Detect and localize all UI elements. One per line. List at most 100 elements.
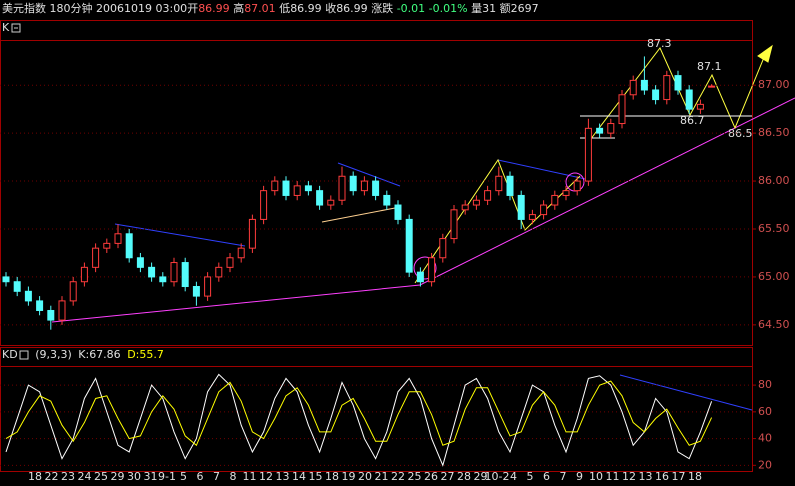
x-tick-label: 13: [639, 470, 653, 483]
candle-body: [271, 180, 279, 192]
y-tick-label: 86.00: [758, 174, 790, 187]
legend-value: 67.86: [89, 348, 121, 361]
candle-body: [24, 290, 32, 302]
x-tick-label: 7: [560, 470, 567, 483]
y-tick-label: 86.50: [758, 126, 790, 139]
x-tick-label: 8: [230, 470, 237, 483]
x-tick-label: 29: [111, 470, 125, 483]
candle-body: [204, 276, 212, 297]
x-tick-label: 30: [127, 470, 141, 483]
label: 开: [187, 2, 198, 15]
candle-body: [282, 180, 290, 196]
params: (9,3,3): [35, 348, 72, 361]
x-tick-label: 12: [622, 470, 636, 483]
candle-body: [192, 286, 200, 297]
candle-body: [584, 127, 592, 182]
x-tick-label: 26: [424, 470, 438, 483]
x-tick-label: 23: [61, 470, 75, 483]
candle-body: [372, 180, 380, 196]
candle-body: [607, 123, 615, 134]
candle-body: [652, 89, 660, 101]
candle-body: [170, 262, 178, 283]
x-tick-label: 9-1: [158, 470, 176, 483]
header: 美元指数 180分钟 20061019 03:00开86.99 高87.01 低…: [2, 1, 539, 15]
candle-body: [69, 281, 77, 302]
y-tick-label: 65.50: [758, 222, 790, 235]
candle-body: [360, 180, 368, 192]
value: 86.99: [290, 2, 322, 15]
candle-body: [103, 242, 111, 249]
x-tick-label: 18: [28, 470, 42, 483]
candle-body: [327, 199, 335, 206]
x-tick-label: 10-2: [485, 470, 510, 483]
label: 低: [279, 2, 290, 15]
candle-body: [215, 266, 223, 278]
value: 2697: [511, 2, 539, 15]
candle-body: [484, 190, 492, 201]
x-tick-label: 6: [197, 470, 204, 483]
candle-body: [450, 209, 458, 240]
name: 美元指数: [2, 1, 46, 15]
x-tick-label: 4: [510, 470, 517, 483]
candle-body: [237, 247, 245, 259]
label: 量: [471, 2, 482, 15]
x-tick-label: 19: [342, 470, 356, 483]
annotation: 86.7: [680, 114, 705, 127]
label: 额: [500, 2, 511, 15]
candle-body: [394, 204, 402, 220]
candle-body: [293, 185, 301, 196]
candle-body: [114, 233, 122, 244]
x-tick-label: 7: [213, 470, 220, 483]
candle-body: [674, 75, 682, 91]
candle-body: [517, 194, 525, 220]
collapse-icon[interactable]: [19, 350, 29, 360]
x-tick-label: 9: [576, 470, 583, 483]
x-tick-label: 25: [408, 470, 422, 483]
candle-body: [416, 271, 424, 283]
candle-body: [528, 214, 536, 220]
x-tick-label: 31: [144, 470, 158, 483]
collapse-icon[interactable]: [11, 23, 21, 33]
candle-body: [696, 103, 704, 110]
y-tick-label: 65.00: [758, 270, 790, 283]
x-tick-label: 10: [589, 470, 603, 483]
candle-body: [439, 238, 447, 259]
datetime: 20061019 03:00: [96, 2, 187, 15]
x-tick-label: 5: [527, 470, 534, 483]
x-tick-label: 12: [259, 470, 273, 483]
legend: K:: [78, 348, 89, 361]
candle-body: [316, 190, 324, 206]
candle-body: [226, 257, 234, 268]
x-tick-label: 24: [78, 470, 92, 483]
x-tick-label: 5: [180, 470, 187, 483]
candle-body: [383, 194, 391, 206]
frames: [0, 20, 753, 472]
candle-body: [618, 94, 626, 125]
y-tick-label: 64.50: [758, 318, 790, 331]
candle-body: [248, 218, 256, 249]
candle-body: [125, 233, 133, 259]
value: 86.99: [198, 2, 230, 15]
candle-body: [80, 266, 88, 283]
candle-body: [36, 300, 44, 311]
candle-body: [540, 204, 548, 216]
candle-body: [640, 79, 648, 91]
candle-body: [461, 204, 469, 211]
value: -0.01%: [429, 2, 468, 15]
y-tick-label: 80: [758, 378, 772, 391]
candle-body: [708, 85, 716, 88]
candle-body: [495, 175, 503, 192]
x-tick-label: 20: [358, 470, 372, 483]
x-tick-label: 17: [672, 470, 686, 483]
candle-body: [573, 180, 581, 192]
panel-label: K: [2, 21, 10, 34]
x-tick-label: 18: [688, 470, 702, 483]
candle-body: [92, 247, 100, 268]
x-tick-label: 22: [45, 470, 59, 483]
candle-body: [551, 194, 559, 206]
label: 涨跌: [371, 1, 393, 15]
x-tick-label: 21: [375, 470, 389, 483]
candle-body: [338, 175, 346, 201]
candle-body: [181, 262, 189, 288]
